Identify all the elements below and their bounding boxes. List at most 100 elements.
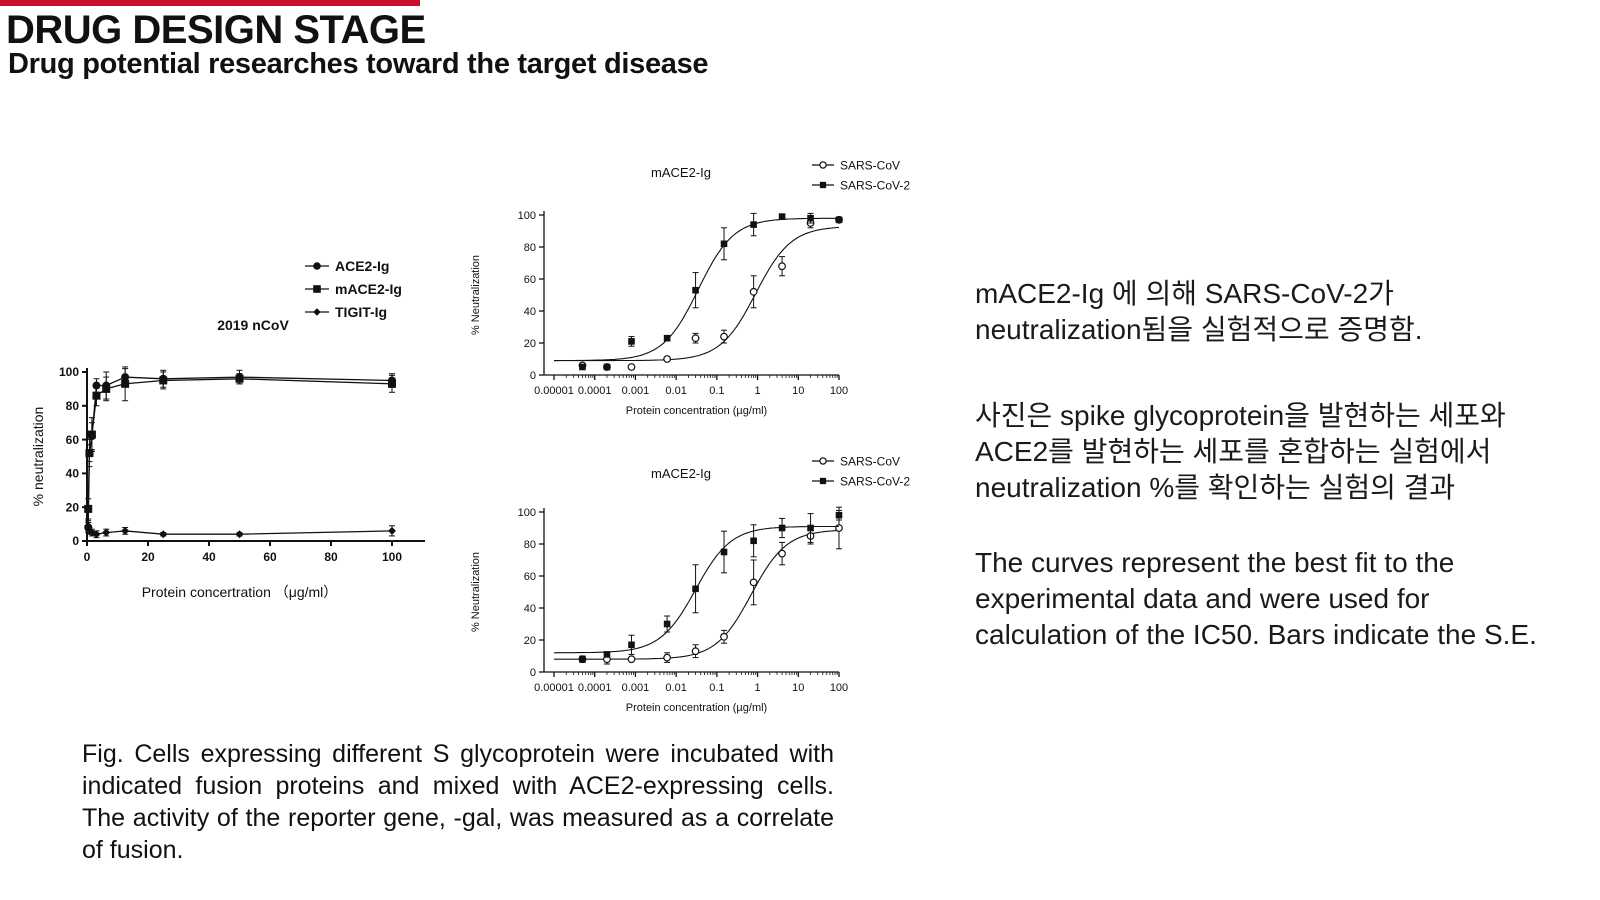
y-tick-label: 60	[524, 274, 536, 286]
x-tick-label: 0.001	[622, 385, 650, 397]
y-tick-label: 20	[66, 500, 80, 514]
x-axis-label: Protein concentration (µg/ml)	[626, 405, 767, 417]
chart-mace2-ig-bottom: 0 20 40 60 80 100 0.00001 0.0001 0.001 0.01 0.1 1 10…	[470, 454, 910, 714]
chart-title: 2019 nCoV	[217, 317, 289, 333]
fit-curve	[87, 376, 393, 528]
x-tick-label: 20	[141, 550, 155, 564]
x-axis-label: Protein concentration (µg/ml)	[626, 702, 767, 714]
legend-item-sars-cov-2: SARS-CoV-2	[812, 474, 910, 488]
data-point	[750, 537, 757, 545]
note-korean-2: 사진은 spike glycoprotein을 발현하는 세포와 ACE2를 발…	[975, 400, 1506, 503]
x-tick-label: 0.0001	[578, 682, 612, 694]
x-tick-label: 0	[84, 550, 91, 564]
data-point	[627, 655, 636, 664]
data-point	[835, 511, 843, 519]
data-point	[749, 578, 758, 587]
data-point	[720, 240, 728, 248]
data-point	[388, 379, 396, 388]
legend-label: SARS-CoV	[840, 158, 900, 172]
y-tick-label: 20	[524, 635, 536, 647]
data-point	[720, 548, 728, 556]
note-ic50: The curves represent the best fit to the…	[975, 547, 1537, 650]
x-tick-label: 100	[830, 385, 848, 397]
data-point	[235, 374, 244, 383]
legend-marker	[819, 457, 827, 465]
chart-title: mACE2-Ig	[651, 466, 711, 481]
y-tick-label: 100	[518, 210, 536, 222]
x-tick-label: 1	[755, 682, 761, 694]
data-point	[627, 363, 636, 371]
y-tick-label: 40	[524, 306, 536, 318]
legend-item-ace2-ig: ACE2-Ig	[305, 258, 389, 274]
legend-marker	[313, 308, 321, 316]
data-point	[121, 526, 130, 535]
y-tick-label: 100	[59, 365, 79, 379]
x-tick-label: 0.1	[709, 682, 724, 694]
page-title: DRUG DESIGN STAGE	[6, 8, 426, 52]
data-point	[603, 651, 611, 658]
legend-label: TIGIT-Ig	[335, 304, 387, 320]
data-point	[692, 585, 699, 593]
y-tick-label: 40	[524, 603, 536, 615]
data-point	[778, 262, 786, 271]
data-point	[84, 504, 93, 513]
x-tick-label: 10	[792, 385, 804, 397]
x-tick-label: 0.00001	[534, 385, 574, 397]
data-point	[87, 430, 96, 439]
x-tick-label: 10	[792, 682, 804, 694]
series-sars-cov-2	[554, 509, 843, 663]
x-tick-label: 0.00001	[534, 682, 574, 694]
data-point	[102, 528, 111, 537]
data-point	[778, 213, 786, 220]
data-point	[603, 363, 611, 371]
y-tick-label: 0	[530, 370, 536, 382]
legend-label: ACE2-Ig	[335, 258, 389, 274]
fit-curve	[554, 529, 840, 660]
data-point	[835, 524, 843, 532]
data-point	[92, 530, 101, 539]
header-accent-bar	[0, 0, 420, 6]
figure-caption: Fig. Cells expressing different S glycop…	[82, 740, 834, 864]
y-tick-label: 100	[518, 507, 536, 519]
y-tick-label: 60	[524, 571, 536, 583]
y-tick-label: 20	[524, 338, 536, 350]
data-point	[235, 530, 244, 539]
x-tick-label: 0.0001	[578, 385, 612, 397]
data-point	[778, 549, 786, 558]
x-tick-label: 0.001	[622, 682, 650, 694]
data-point	[807, 524, 814, 532]
data-point	[85, 449, 94, 458]
data-point	[159, 530, 168, 539]
y-axis-label: % neutralization	[30, 407, 46, 507]
y-tick-label: 80	[524, 539, 536, 551]
series-sars-cov-2	[554, 212, 843, 371]
legend-marker	[819, 161, 827, 169]
chart-title: mACE2-Ig	[651, 165, 711, 180]
fit-curve	[87, 378, 393, 509]
fit-curve	[554, 226, 840, 362]
data-point	[778, 524, 786, 532]
y-tick-label: 0	[530, 667, 536, 679]
legend-label: mACE2-Ig	[335, 281, 402, 297]
series-tigit-ig	[84, 520, 396, 539]
series-ace2-ig	[84, 368, 396, 534]
note-korean-1: mACE2-Ig 에 의해 SARS-CoV-2가 neutralization…	[975, 278, 1423, 345]
legend-item-sars-cov-2: SARS-CoV-2	[812, 178, 910, 192]
page-subtitle: Drug potential researches toward the tar…	[8, 48, 709, 80]
x-tick-label: 100	[830, 682, 848, 694]
legend: SARS-CoV SARS-CoV-2	[812, 454, 910, 488]
y-tick-label: 0	[72, 534, 79, 548]
data-point	[579, 363, 586, 371]
series-mace2-ig	[84, 366, 396, 520]
legend-marker	[313, 285, 321, 293]
x-axis-label: Protein concertration （μg/ml）	[142, 584, 338, 600]
legend-item-sars-cov: SARS-CoV	[812, 454, 900, 468]
data-point	[691, 647, 700, 656]
legend-label: SARS-CoV-2	[840, 474, 910, 488]
y-axis-label: % Neutralization	[470, 552, 482, 632]
y-tick-label: 80	[66, 399, 80, 413]
x-tick-label: 0.01	[665, 385, 686, 397]
data-point	[663, 355, 672, 363]
data-point	[807, 214, 814, 222]
data-point	[102, 384, 111, 393]
